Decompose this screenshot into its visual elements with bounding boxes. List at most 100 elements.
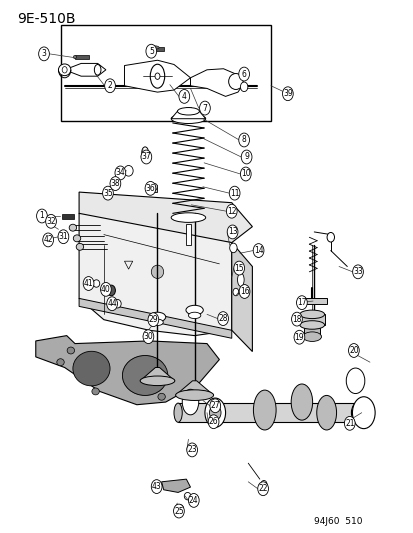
Circle shape — [240, 167, 251, 181]
Text: 14: 14 — [253, 246, 263, 255]
Circle shape — [43, 233, 53, 247]
Text: 34: 34 — [115, 168, 125, 177]
Ellipse shape — [302, 332, 321, 342]
Text: 7: 7 — [202, 103, 207, 112]
Ellipse shape — [92, 388, 99, 395]
Circle shape — [238, 133, 249, 147]
Text: 16: 16 — [239, 287, 249, 296]
Ellipse shape — [150, 183, 157, 190]
Ellipse shape — [111, 179, 117, 186]
Circle shape — [83, 277, 94, 290]
Ellipse shape — [171, 114, 205, 124]
Text: 33: 33 — [352, 268, 362, 276]
Polygon shape — [175, 381, 213, 395]
Text: 9E-510B: 9E-510B — [17, 12, 76, 27]
Text: 94J60  510: 94J60 510 — [313, 517, 362, 526]
Text: 10: 10 — [240, 169, 250, 179]
Ellipse shape — [316, 395, 336, 430]
Text: 8: 8 — [241, 135, 246, 144]
Text: 6: 6 — [241, 70, 246, 78]
Circle shape — [348, 344, 358, 358]
Text: 5: 5 — [149, 47, 153, 55]
Ellipse shape — [188, 312, 200, 319]
Polygon shape — [303, 325, 320, 338]
Ellipse shape — [299, 310, 324, 319]
Circle shape — [238, 67, 249, 81]
Circle shape — [209, 399, 220, 413]
Circle shape — [344, 416, 354, 430]
Text: 43: 43 — [152, 482, 161, 491]
Text: 15: 15 — [234, 264, 243, 272]
Polygon shape — [299, 314, 324, 325]
Polygon shape — [190, 69, 244, 96]
Polygon shape — [79, 192, 252, 243]
Circle shape — [186, 443, 197, 457]
Polygon shape — [79, 213, 231, 336]
Ellipse shape — [154, 73, 159, 79]
Ellipse shape — [175, 390, 213, 400]
Ellipse shape — [73, 351, 110, 386]
Text: 4: 4 — [181, 92, 186, 101]
Circle shape — [227, 225, 237, 239]
Polygon shape — [36, 336, 219, 405]
Bar — [60, 25, 270, 122]
Polygon shape — [140, 368, 174, 381]
Text: 3: 3 — [41, 50, 46, 58]
Ellipse shape — [151, 319, 163, 326]
Ellipse shape — [229, 243, 237, 253]
Text: 1: 1 — [40, 212, 44, 221]
Circle shape — [208, 415, 218, 429]
Ellipse shape — [157, 393, 165, 400]
Text: 38: 38 — [110, 179, 120, 188]
Text: 2: 2 — [107, 81, 112, 90]
Ellipse shape — [122, 356, 167, 395]
Ellipse shape — [253, 390, 275, 430]
Text: 26: 26 — [208, 417, 218, 426]
Ellipse shape — [351, 397, 374, 429]
Ellipse shape — [124, 165, 133, 176]
Polygon shape — [75, 55, 89, 59]
Circle shape — [147, 313, 158, 327]
Text: 30: 30 — [143, 332, 153, 341]
Text: 29: 29 — [148, 315, 158, 324]
Circle shape — [233, 261, 244, 275]
Circle shape — [115, 166, 126, 180]
Ellipse shape — [73, 55, 76, 59]
Circle shape — [173, 504, 184, 518]
Circle shape — [226, 204, 237, 218]
Text: 32: 32 — [46, 217, 56, 226]
Ellipse shape — [151, 46, 159, 49]
Text: 24: 24 — [188, 496, 198, 505]
Polygon shape — [124, 60, 190, 92]
Ellipse shape — [299, 321, 324, 329]
Circle shape — [45, 214, 56, 228]
Ellipse shape — [94, 64, 101, 75]
Text: 36: 36 — [145, 184, 155, 193]
Text: 41: 41 — [83, 279, 93, 288]
Text: 18: 18 — [292, 314, 301, 324]
Ellipse shape — [149, 312, 165, 322]
Ellipse shape — [185, 305, 203, 315]
Ellipse shape — [69, 224, 76, 231]
Circle shape — [151, 480, 161, 494]
Ellipse shape — [142, 147, 148, 158]
Ellipse shape — [150, 64, 164, 88]
Circle shape — [36, 209, 47, 223]
Circle shape — [188, 494, 199, 507]
Polygon shape — [64, 63, 106, 76]
Ellipse shape — [151, 265, 163, 278]
Circle shape — [58, 230, 69, 244]
Circle shape — [38, 47, 49, 61]
Text: 27: 27 — [210, 401, 220, 410]
Circle shape — [229, 186, 240, 200]
Polygon shape — [297, 298, 326, 304]
Polygon shape — [148, 47, 163, 51]
Circle shape — [352, 265, 363, 279]
Ellipse shape — [204, 398, 225, 427]
Ellipse shape — [93, 280, 100, 287]
Ellipse shape — [67, 347, 74, 354]
Circle shape — [257, 482, 268, 496]
Text: 44: 44 — [107, 299, 117, 308]
Ellipse shape — [184, 492, 190, 500]
Circle shape — [217, 312, 228, 326]
